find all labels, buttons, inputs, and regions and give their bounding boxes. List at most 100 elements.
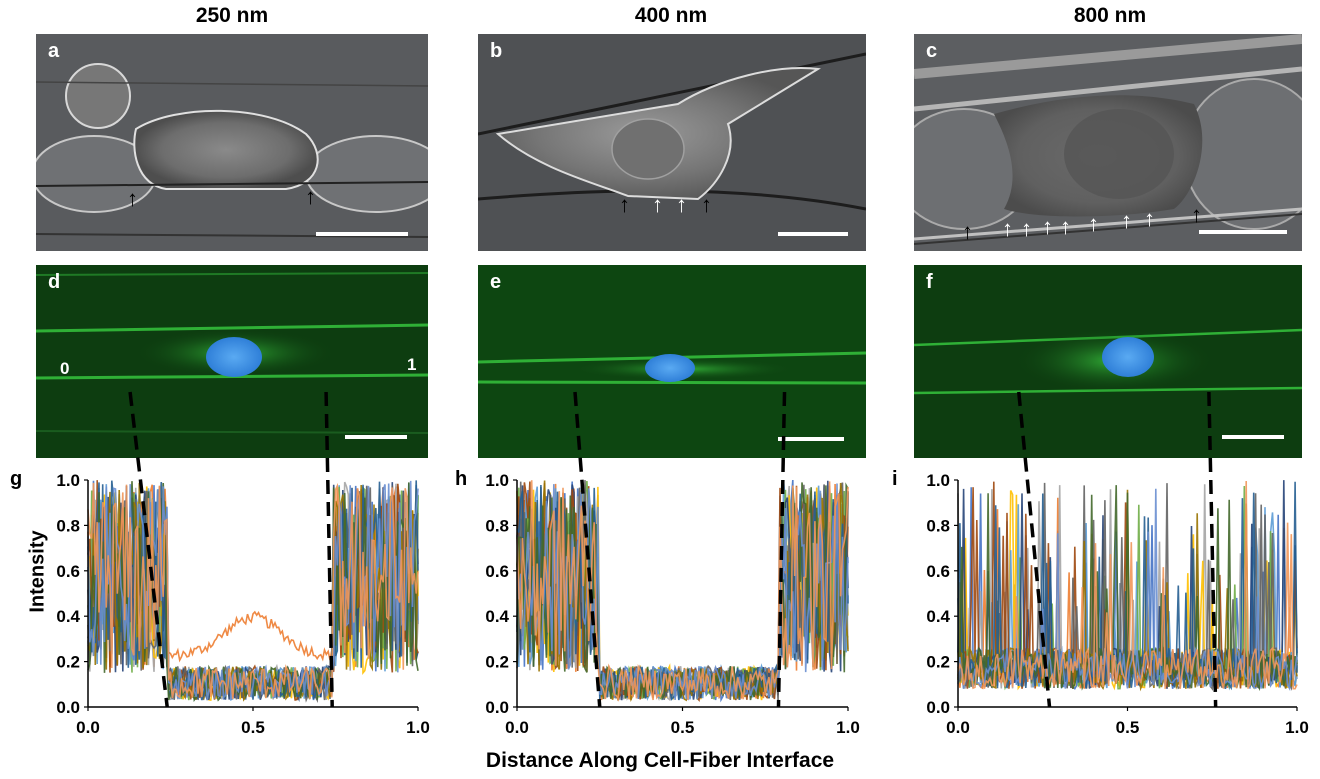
- chart-h-x-tick-label: 0.0: [505, 718, 529, 737]
- scale-bar-b: [778, 232, 848, 236]
- arrow-c-1: ↑: [962, 219, 973, 244]
- arrow-c-9: ↑: [1191, 202, 1202, 227]
- panel-label-g: g: [10, 468, 23, 490]
- panel-label-i: i: [892, 468, 898, 490]
- arrow-a-2: ↑: [305, 184, 316, 209]
- chart-g-series-line: [87, 484, 419, 702]
- chart-h-series-line: [516, 480, 849, 702]
- x-axis-label: Distance Along Cell-Fiber Interface: [485, 749, 835, 772]
- chart-i-series-line: [957, 485, 1298, 691]
- chart-g-series-line: [87, 480, 419, 701]
- chart-h-series-line: [516, 482, 849, 701]
- interface-end-label: 1: [407, 355, 417, 374]
- chart-i-series-line: [957, 504, 1298, 691]
- chart-g-y-tick-label: 1.0: [56, 471, 80, 490]
- arrow-b-2: ↑: [652, 192, 663, 217]
- scale-bar-f: [1222, 435, 1284, 439]
- arrow-c-6: ↑: [1088, 211, 1099, 236]
- panel-label-h: h: [455, 468, 468, 490]
- chart-g-series-line: [87, 481, 419, 703]
- arrow-c-8: ↑: [1144, 206, 1155, 231]
- chart-i-series-line: [957, 480, 1298, 689]
- chart-i-y-tick-label: 1.0: [926, 471, 950, 490]
- chart-i-y-tick-label: 0.8: [926, 516, 950, 535]
- chart-h-y-tick-label: 0.4: [485, 607, 509, 626]
- chart-h-y-tick-label: 0.6: [485, 562, 509, 581]
- chart-i-x-tick-label: 0.5: [1116, 718, 1140, 737]
- chart-h-series-line: [516, 483, 849, 701]
- chart-h-x-tick-label: 1.0: [836, 718, 860, 737]
- fluor-image-e: [478, 265, 866, 458]
- chart-g-series-line: [87, 482, 419, 700]
- panel-label-b: b: [490, 40, 503, 62]
- chart-h-series-line: [516, 483, 849, 701]
- chart-h-series-line: [516, 480, 849, 702]
- chart-g-x-tick-label: 1.0: [406, 718, 430, 737]
- chart-g-series-line: [87, 480, 419, 701]
- chart-g-series-line: [87, 482, 419, 702]
- chart-h-series-line: [516, 479, 849, 703]
- chart-g-y-tick-label: 0.0: [56, 698, 80, 717]
- chart-g-x-tick-label: 0.0: [76, 718, 100, 737]
- chart-h-series-line: [516, 480, 849, 701]
- chart-g-series-line: [87, 482, 419, 703]
- chart-g-y-tick-label: 0.4: [56, 607, 80, 626]
- phase-panel-c: c ↑ ↑ ↑ ↑ ↑ ↑ ↑ ↑ ↑: [914, 34, 1302, 251]
- fluor-image-f: [914, 265, 1302, 458]
- arrow-c-5: ↑: [1060, 214, 1071, 239]
- chart-h-y-tick-label: 1.0: [485, 471, 509, 490]
- chart-i-series-line: [957, 487, 1298, 690]
- chart-i-series-line: [957, 488, 1298, 692]
- arrow-b-1: ↑: [619, 192, 630, 217]
- panel-label-f: f: [926, 271, 933, 293]
- chart-i-series-line: [957, 482, 1298, 691]
- column-title-800nm: 800 nm: [1073, 4, 1147, 27]
- chart-h-series-line: [516, 486, 849, 701]
- chart-g-y-tick-label: 0.6: [56, 562, 80, 581]
- chart-i-series-line: [957, 497, 1298, 690]
- chart-g-series-line: [87, 480, 419, 701]
- y-axis-label: Intensity: [26, 530, 49, 613]
- chart-i-y-tick-label: 0.0: [926, 698, 950, 717]
- chart-i-series-line: [957, 485, 1298, 692]
- chart-g-y-tick-label: 0.8: [56, 516, 80, 535]
- chart-h-series-line: [516, 484, 849, 701]
- chart-h-x-tick-label: 0.5: [671, 718, 695, 737]
- column-title-250nm: 250 nm: [195, 4, 269, 27]
- arrow-c-3: ↑: [1021, 216, 1032, 241]
- chart-h-series-line: [516, 485, 849, 702]
- arrow-c-7: ↑: [1121, 208, 1132, 233]
- chart-i-series-line: [957, 480, 1298, 690]
- phase-image-a: [36, 34, 428, 251]
- chart-i-x-tick-label: 0.0: [946, 718, 970, 737]
- chart-i-series-line: [957, 484, 1298, 690]
- column-title-400nm: 400 nm: [634, 4, 708, 27]
- phase-image-c: [914, 34, 1302, 251]
- chart-i-y-tick-label: 0.6: [926, 562, 950, 581]
- chart-h-y-tick-label: 0.2: [485, 653, 509, 672]
- chart-h-series-line: [516, 480, 849, 701]
- panel-label-e: e: [490, 271, 502, 293]
- chart-g-series-line: [87, 480, 419, 701]
- chart-g-series-line: [87, 481, 419, 701]
- fluor-panel-e: e: [478, 265, 866, 458]
- fluor-image-d: [36, 265, 428, 458]
- chart-h-series-line: [516, 481, 849, 702]
- chart-i-y-tick-label: 0.4: [926, 607, 950, 626]
- arrow-c-4: ↑: [1042, 214, 1053, 239]
- arrow-a-1: ↑: [127, 186, 138, 211]
- chart-h-series-line: [516, 481, 849, 701]
- chart-h-y-tick-label: 0.0: [485, 698, 509, 717]
- arrow-b-4: ↑: [701, 192, 712, 217]
- scale-bar-c: [1199, 230, 1287, 234]
- phase-image-b: [478, 34, 866, 251]
- chart-i-x-tick-label: 1.0: [1285, 718, 1309, 737]
- chart-i-series-line: [957, 490, 1298, 691]
- scale-bar-d: [345, 435, 407, 439]
- chart-h-y-tick-label: 0.8: [485, 516, 509, 535]
- fluor-panel-d: d 0 1: [36, 265, 428, 458]
- chart-g-y-tick-label: 0.2: [56, 653, 80, 672]
- chart-g-series-line: [87, 486, 419, 702]
- chart-h-series-line: [516, 481, 849, 700]
- panel-label-d: d: [48, 271, 61, 293]
